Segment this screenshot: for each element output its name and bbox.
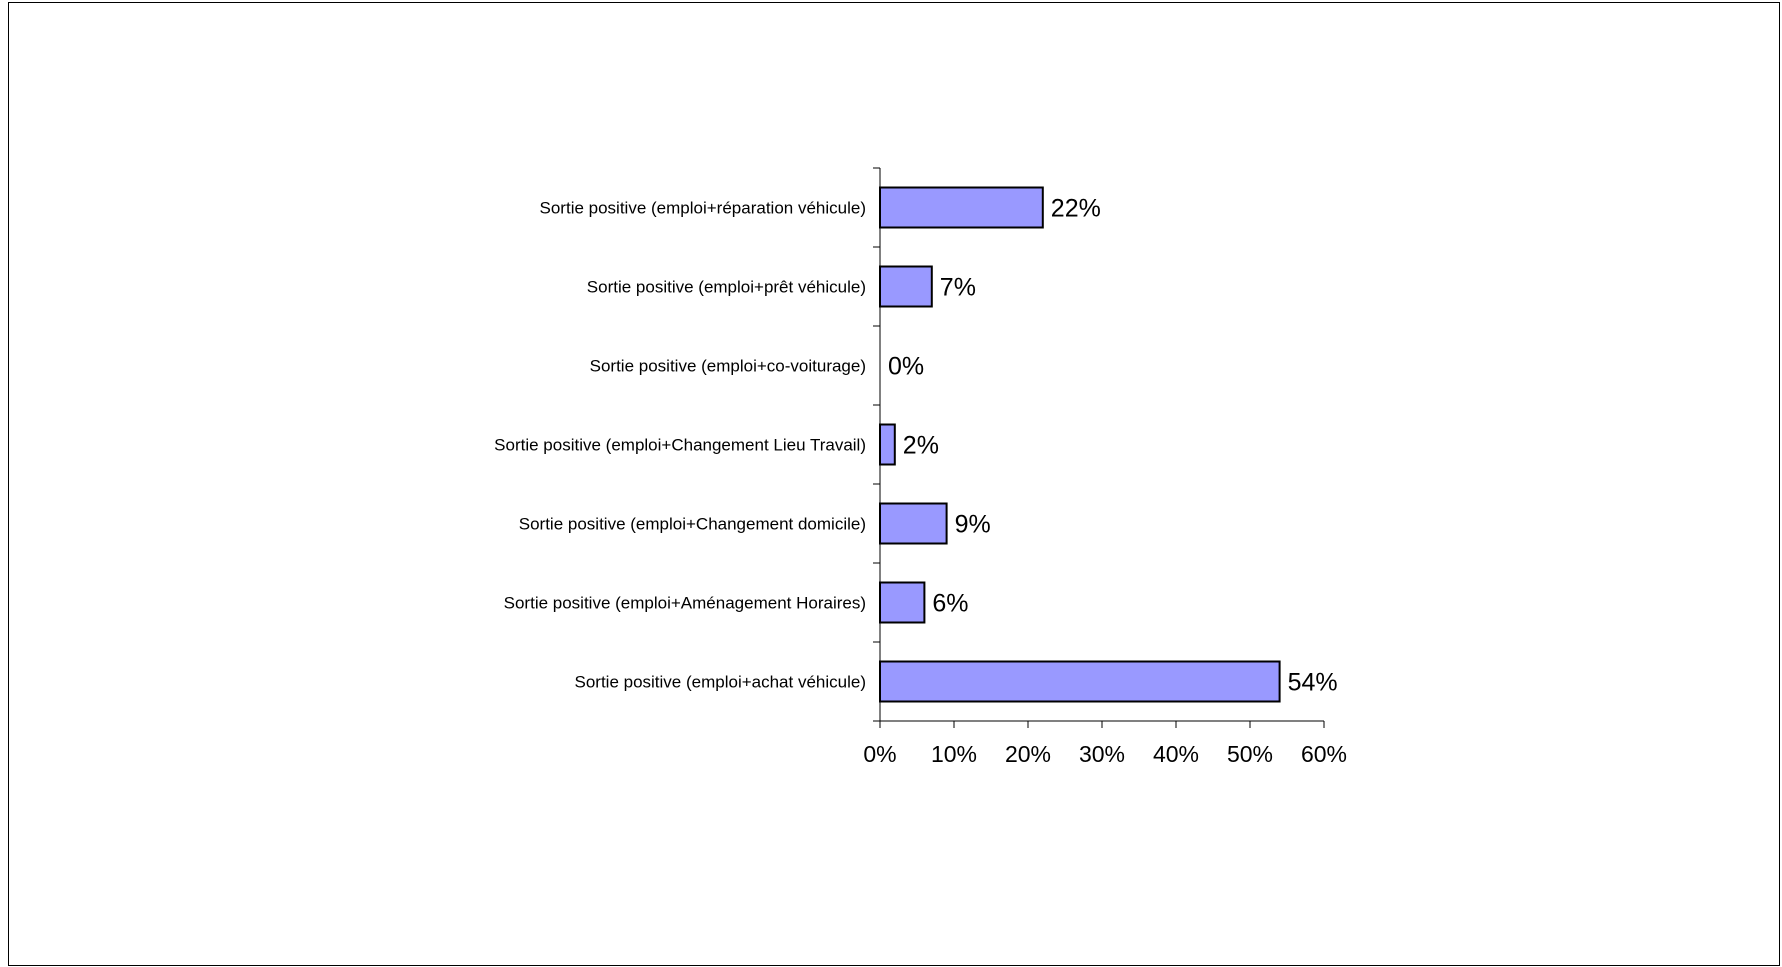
- x-tick-label: 20%: [1005, 741, 1051, 767]
- category-labels: Sortie positive (emploi+réparation véhic…: [494, 199, 866, 692]
- category-label: Sortie positive (emploi+co-voiturage): [590, 357, 866, 376]
- x-tick-label: 40%: [1153, 741, 1199, 767]
- data-label: 6%: [932, 590, 968, 618]
- data-label: 7%: [940, 274, 976, 302]
- x-tick-label: 60%: [1301, 741, 1347, 767]
- data-label: 2%: [903, 432, 939, 460]
- x-tick-label: 10%: [931, 741, 977, 767]
- x-tick-labels: 0% 10% 20% 30% 40% 50% 60%: [863, 741, 1347, 767]
- category-label: Sortie positive (emploi+Aménagement Hora…: [504, 594, 866, 613]
- bar: [879, 660, 1281, 703]
- x-tick-label: 0%: [863, 741, 896, 767]
- data-labels: 22% 7% 0% 2% 9% 6% 54%: [888, 195, 1338, 697]
- bar: [879, 502, 948, 545]
- bar: [879, 581, 926, 624]
- bar: [879, 186, 1044, 229]
- data-label: 54%: [1288, 669, 1338, 697]
- category-label: Sortie positive (emploi+Changement domic…: [519, 515, 866, 534]
- category-label: Sortie positive (emploi+Changement Lieu …: [494, 436, 866, 455]
- chart-frame: Sortie positive (emploi+réparation véhic…: [8, 2, 1780, 966]
- data-label: 22%: [1051, 195, 1101, 223]
- bars: [879, 186, 1281, 703]
- category-label: Sortie positive (emploi+achat véhicule): [574, 673, 866, 692]
- axes: [873, 167, 1325, 728]
- x-tick-label: 30%: [1079, 741, 1125, 767]
- bar: [879, 265, 933, 308]
- x-tick-label: 50%: [1227, 741, 1273, 767]
- data-label: 0%: [888, 353, 924, 381]
- bar: [879, 423, 896, 466]
- category-label: Sortie positive (emploi+réparation véhic…: [540, 199, 866, 218]
- bar-chart: Sortie positive (emploi+réparation véhic…: [494, 167, 1347, 767]
- data-label: 9%: [955, 511, 991, 539]
- category-label: Sortie positive (emploi+prêt véhicule): [587, 278, 866, 297]
